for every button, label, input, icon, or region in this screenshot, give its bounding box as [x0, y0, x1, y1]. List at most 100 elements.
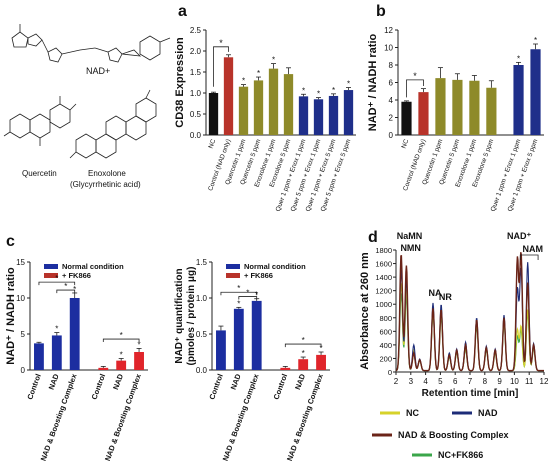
category-label: NAD & Boosting Complex	[39, 372, 79, 462]
y-tick-label: 200	[379, 354, 392, 363]
bar	[298, 96, 309, 135]
legend-swatch	[226, 264, 240, 269]
peak-label: NaMN	[397, 231, 423, 241]
bar	[452, 79, 463, 135]
significance-star: *	[257, 69, 260, 78]
significance-star: *	[64, 282, 67, 291]
significance-star: *	[302, 349, 305, 358]
bar	[469, 80, 480, 135]
x-tick-label: 4	[423, 377, 428, 386]
significance-star: *	[534, 36, 537, 45]
category-label: Quer 1 ppm + Enox 1 ppm	[490, 138, 523, 212]
y-tick-label: 5	[21, 330, 26, 339]
legend-label: NC	[406, 408, 419, 418]
significance-bracket	[38, 281, 76, 286]
legend-label: NC+FK866	[438, 450, 483, 460]
significance-star: *	[137, 340, 140, 349]
significance-star: *	[237, 299, 240, 308]
bar	[233, 308, 244, 370]
category-label: Control	[207, 373, 225, 401]
y-axis-title-line2: (pmoles / protein μg)	[186, 267, 197, 366]
category-label: NAD	[47, 372, 61, 391]
y-tick-label: 4	[389, 96, 394, 105]
category-label: Control	[25, 373, 43, 401]
bar	[435, 78, 446, 135]
bar	[34, 343, 44, 370]
bar	[134, 352, 144, 370]
y-tick-label: 0	[389, 131, 394, 140]
x-tick-label: 5	[438, 377, 443, 386]
enoxolone-structure-drawing	[69, 89, 157, 159]
significance-star: *	[302, 86, 305, 95]
y-tick-label: 2.5	[190, 26, 202, 35]
y-tick-label: 1200	[375, 287, 392, 296]
y-tick-label: 0.0	[190, 131, 202, 140]
significance-star: *	[255, 291, 258, 300]
y-tick-label: 600	[379, 327, 392, 336]
significance-star: *	[302, 336, 305, 345]
x-tick-label: 6	[453, 377, 458, 386]
bar	[280, 367, 291, 370]
y-tick-label: 12	[384, 26, 393, 35]
category-label: NAD	[293, 372, 307, 391]
significance-star: *	[272, 56, 275, 65]
significance-star: *	[242, 77, 245, 86]
peak-label: NMN	[400, 243, 421, 253]
bar	[69, 298, 80, 370]
significance-bracket	[220, 291, 258, 296]
bar	[268, 68, 279, 135]
legend-label: + FK866	[244, 271, 273, 280]
y-tick-label: 1000	[375, 300, 392, 309]
nad-label: NAD+	[86, 66, 110, 76]
legend-swatch	[44, 273, 58, 278]
significance-star: *	[413, 71, 417, 81]
significance-star: *	[332, 86, 335, 95]
bar	[251, 300, 262, 370]
y-tick-label: 1.5	[190, 68, 202, 77]
bar	[216, 330, 226, 370]
y-tick-label: 10	[384, 44, 393, 53]
y-axis-title: Absorbance at 260 nm	[359, 252, 371, 370]
y-tick-label: 800	[379, 314, 392, 323]
bar	[328, 95, 339, 135]
x-tick-label: 3	[409, 377, 414, 386]
trace-boost	[395, 252, 544, 372]
category-label: Control	[272, 373, 290, 401]
category-label: Control	[90, 373, 108, 401]
legend-label: NAD	[478, 408, 498, 418]
bar	[116, 360, 127, 370]
y-axis-title: NAD⁺ / NADH ratio	[5, 267, 17, 365]
category-label: NAD & Boosting Complex	[103, 372, 143, 462]
peak-label: NA	[429, 288, 442, 298]
y-tick-label: 2.0	[190, 47, 202, 56]
chart-panel-d: 0 200 400 600 800 1000 1200 1400 1600 1800 2 3 4 5 6 7 8…	[359, 231, 549, 460]
significance-bracket	[56, 289, 76, 294]
y-tick-label: 0.0	[196, 366, 208, 375]
molecule-structures: NAD+ Quercetin Enoxolone (Glycyrrhetinic…	[3, 24, 171, 189]
y-axis-title: NAD⁺ / NADH ratio	[367, 33, 379, 131]
bar	[223, 57, 234, 135]
y-tick-label: 15	[16, 258, 25, 267]
peak-label: NAD⁺	[507, 231, 531, 241]
bar	[253, 80, 264, 135]
y-axis-title: CD38 Expression	[174, 37, 186, 128]
panel-label-a: a	[178, 3, 187, 20]
legend-label: Normal condition	[62, 262, 124, 271]
x-tick-label: 7	[468, 377, 473, 386]
significance-star: *	[219, 38, 223, 48]
y-tick-label: 2	[389, 114, 394, 123]
x-tick-label: 8	[483, 377, 488, 386]
enoxolone-label: Enoxolone	[88, 169, 126, 178]
bar	[401, 101, 412, 135]
y-tick-label: 10	[16, 294, 25, 303]
category-label: NC	[401, 138, 411, 150]
legend-swatch	[226, 273, 240, 278]
x-tick-label: 11	[525, 377, 534, 386]
bar	[98, 367, 109, 370]
category-label: NAD	[111, 372, 125, 391]
y-tick-label: 400	[379, 341, 392, 350]
